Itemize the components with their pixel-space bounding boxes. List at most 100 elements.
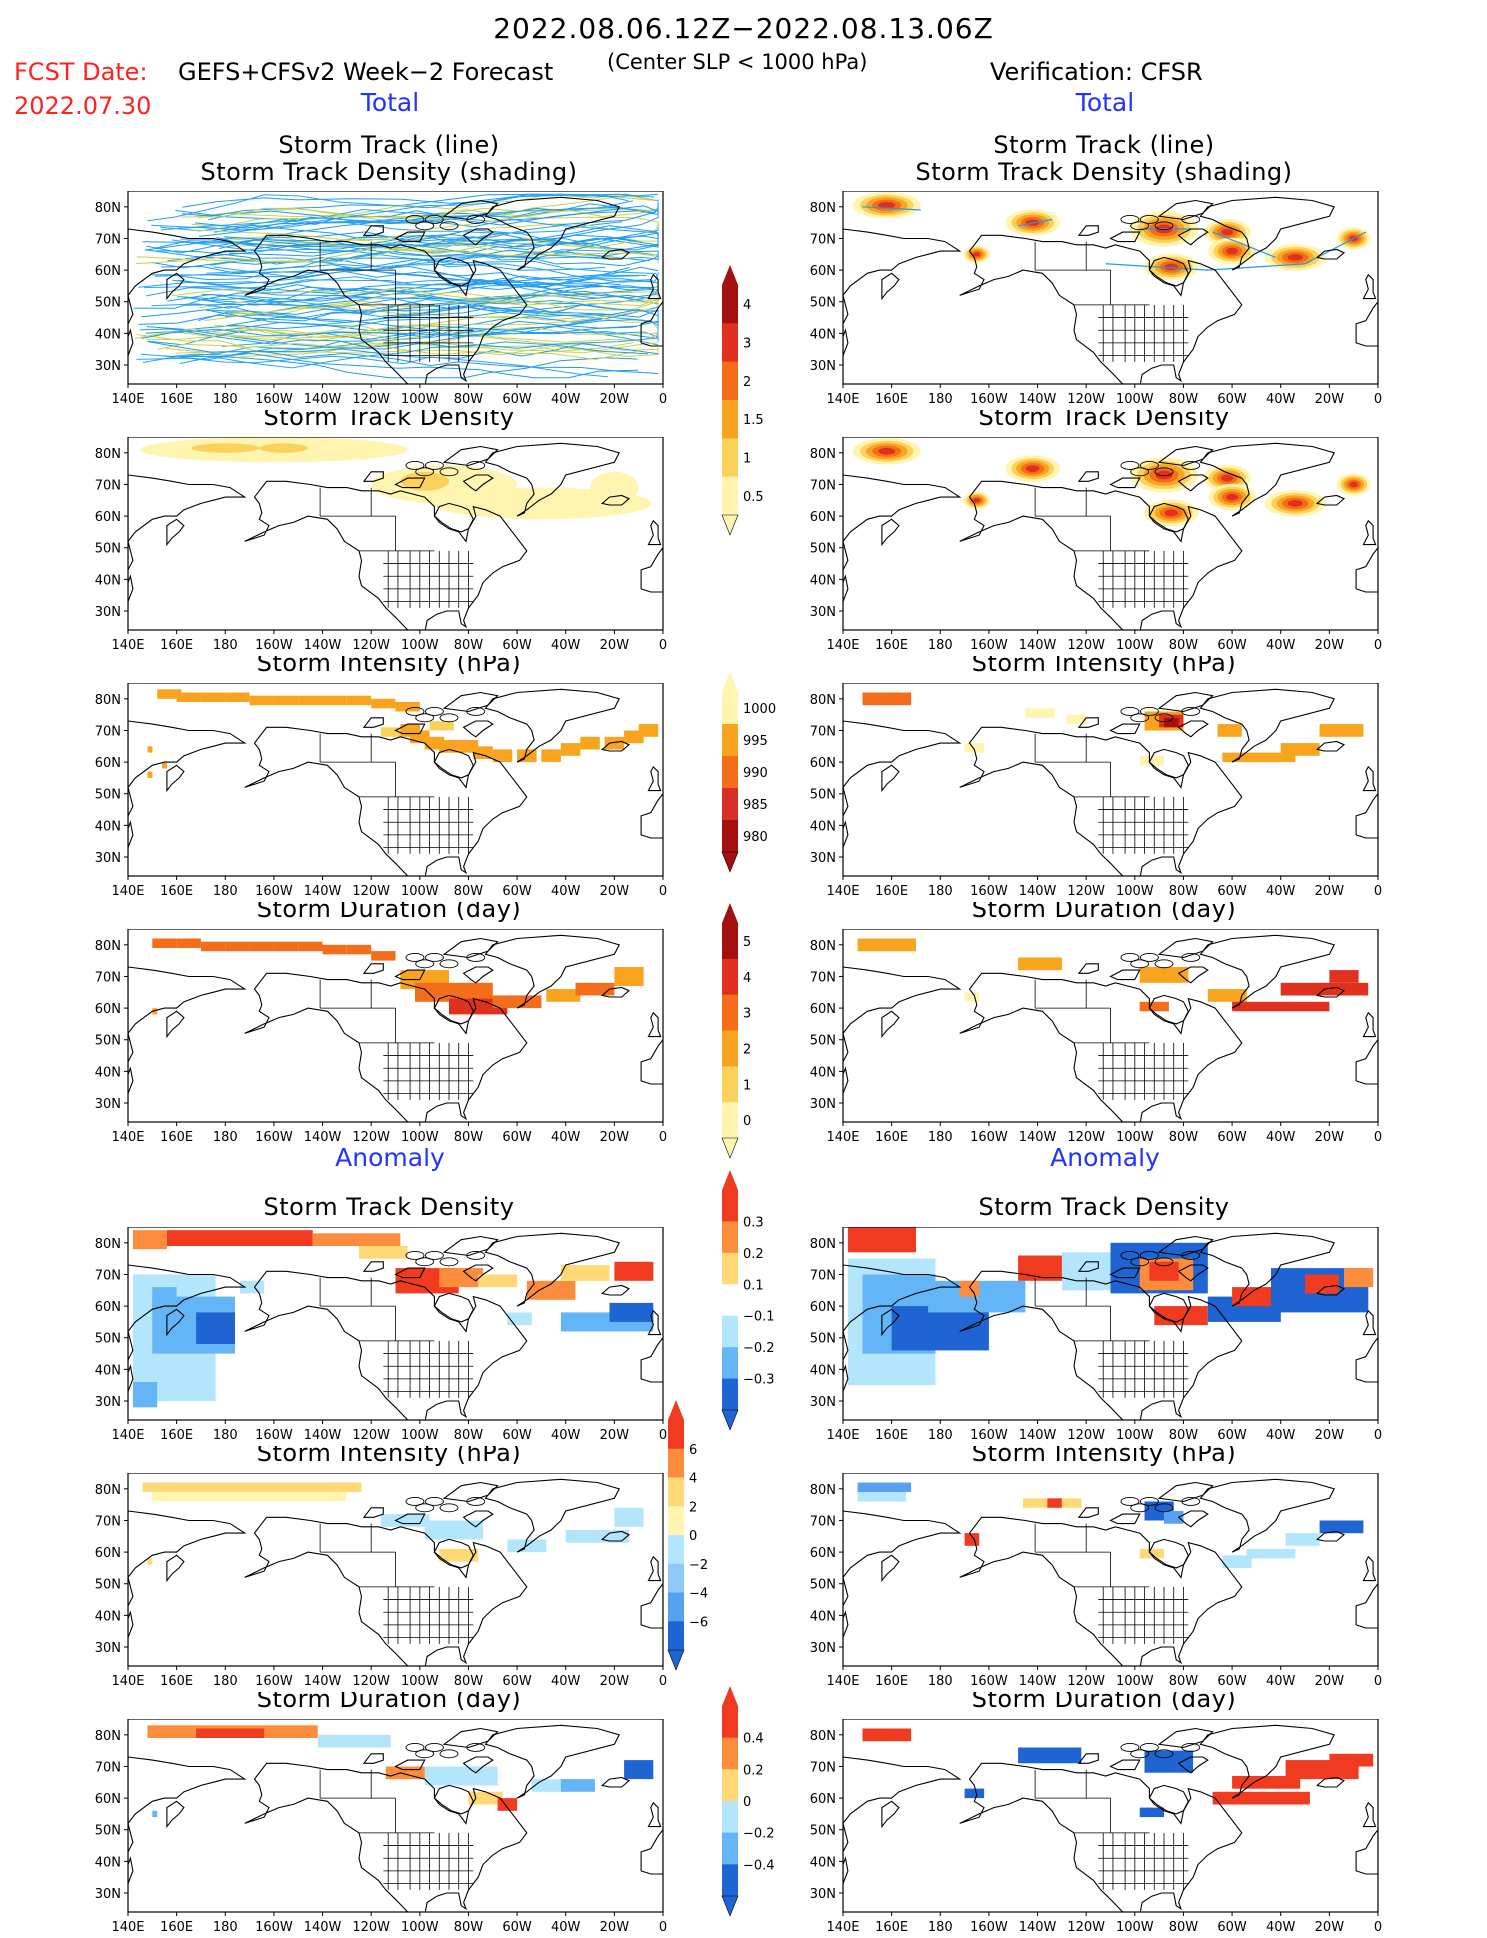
lon-tick-label: 140W [304, 392, 342, 407]
lon-tick-label: 20W [1315, 1674, 1345, 1689]
lon-tick-label: 160W [970, 1130, 1008, 1145]
colorbar-label: −0.2 [743, 1827, 775, 1842]
lon-tick-label: 60W [502, 638, 532, 653]
lat-tick-label: 40N [95, 1609, 121, 1624]
colorbar-label: 0.2 [743, 1763, 764, 1778]
lon-tick-label: 160W [255, 1674, 293, 1689]
colorbar-duration-anom: 0.4 0.2 0 −0.2 −0.4 [721, 1686, 792, 1917]
colorbar-label: 4 [689, 1472, 697, 1487]
colorbar-label: −6 [689, 1615, 708, 1630]
colorbar-density-total: 4 3 2 1.5 1 0.5 [721, 265, 792, 536]
lon-tick-label: 100W [1116, 1920, 1154, 1935]
colorbar-segment [668, 1621, 684, 1651]
lon-tick-label: 0 [659, 392, 667, 407]
lon-tick-label: 100W [401, 1920, 439, 1935]
map-fcst-intensity-anom: 140E 160E 180 160W 140W 120W 100W 80W 60W 40W 20W 0… [78, 1473, 683, 1692]
field-shading [147, 689, 659, 778]
lon-tick-label: 120W [1067, 1674, 1105, 1689]
lat-tick-label: 30N [810, 1887, 836, 1902]
lat-tick-label: 60N [95, 1792, 121, 1807]
lon-tick-label: 80W [1169, 1674, 1199, 1689]
colorbar-bottom-arrow [721, 1409, 739, 1431]
lon-tick-label: 160E [875, 1920, 908, 1935]
colorbar-label: 0 [743, 1114, 751, 1129]
colorbar-label: 3 [743, 1007, 751, 1022]
colorbar-segment [722, 692, 738, 725]
colorbar-top-arrow [722, 1170, 738, 1190]
colorbar-segment [722, 1315, 738, 1348]
lon-tick-label: 0 [1374, 884, 1382, 899]
colorbar-segment [668, 1535, 684, 1565]
lat-tick-label: 30N [810, 605, 836, 620]
lat-tick-label: 40N [95, 1855, 121, 1870]
lon-tick-label: 0 [659, 1920, 667, 1935]
lon-tick-label: 180 [213, 392, 238, 407]
verification-label: Verification: CFSR [990, 58, 1203, 86]
title-density-anom-left: Storm Track Density [263, 1193, 515, 1221]
lon-tick-label: 180 [213, 884, 238, 899]
title-density-anom-right: Storm Track Density [978, 1193, 1230, 1221]
colorbar-segment [722, 1832, 738, 1865]
lon-tick-label: 20W [600, 1920, 630, 1935]
lon-tick-label: 100W [1116, 1428, 1154, 1443]
colorbar-label: 0.2 [743, 1247, 764, 1262]
lat-tick-label: 30N [95, 1395, 121, 1410]
lon-tick-label: 40W [551, 884, 581, 899]
colorbar-duration-total: 5 4 3 2 1 0 [721, 903, 792, 1159]
lon-tick-label: 140W [1019, 1130, 1057, 1145]
colorbar-segment [722, 1284, 738, 1317]
colorbar-label: 2 [743, 1042, 751, 1057]
lon-tick-label: 120W [352, 1130, 390, 1145]
lon-tick-label: 0 [1374, 1428, 1382, 1443]
lat-tick-label: 60N [95, 1546, 121, 1561]
lon-tick-label: 60W [502, 392, 532, 407]
lon-tick-label: 140W [304, 1428, 342, 1443]
title-track-density-shading-right: Storm Track Density (shading) [915, 158, 1293, 186]
lon-tick-label: 160W [255, 392, 293, 407]
lon-tick-label: 100W [401, 1674, 439, 1689]
lon-tick-label: 0 [1374, 1920, 1382, 1935]
lon-tick-label: 140E [111, 1130, 144, 1145]
field-shading [147, 1725, 654, 1818]
lon-tick-label: 80W [454, 1130, 484, 1145]
lat-tick-label: 70N [810, 1760, 836, 1775]
lat-tick-label: 40N [810, 1855, 836, 1870]
lat-tick-label: 50N [810, 1034, 836, 1049]
lon-tick-label: 140E [111, 1674, 144, 1689]
criterion-label: (Center SLP < 1000 hPa) [607, 50, 868, 74]
lon-tick-label: 100W [1116, 638, 1154, 653]
lon-tick-label: 40W [1266, 884, 1296, 899]
lon-tick-label: 40W [551, 1130, 581, 1145]
lon-tick-label: 120W [1067, 1130, 1105, 1145]
lat-tick-label: 60N [95, 264, 121, 279]
lon-tick-label: 0 [659, 1674, 667, 1689]
lon-tick-label: 0 [1374, 638, 1382, 653]
lat-tick-label: 80N [95, 1729, 121, 1744]
lon-tick-label: 40W [1266, 1674, 1296, 1689]
colorbar-label: 0.4 [743, 1732, 764, 1747]
lon-tick-label: 120W [352, 392, 390, 407]
lon-tick-label: 160E [875, 1674, 908, 1689]
lon-tick-label: 20W [1315, 1130, 1345, 1145]
colorbar-top-arrow [722, 265, 738, 285]
colorbar-intensity-total: 1000 995 990 985 980 [721, 672, 792, 873]
colorbar-segment [668, 1448, 684, 1478]
lon-tick-label: 160W [970, 1428, 1008, 1443]
lat-tick-label: 80N [810, 1237, 836, 1252]
lon-tick-label: 160E [160, 1920, 193, 1935]
lat-tick-label: 70N [95, 724, 121, 739]
lat-tick-label: 60N [810, 1300, 836, 1315]
lat-tick-label: 40N [95, 1065, 121, 1080]
lon-tick-label: 140W [304, 1130, 342, 1145]
lon-tick-label: 160W [970, 1674, 1008, 1689]
map-obs-duration-anom: 140E 160E 180 160W 140W 120W 100W 80W 60W 40W 20W 0… [793, 1719, 1398, 1938]
colorbar-bottom-arrow [721, 851, 739, 873]
lat-tick-label: 80N [95, 693, 121, 708]
lon-tick-label: 160E [875, 1428, 908, 1443]
lon-tick-label: 160W [255, 1428, 293, 1443]
lon-tick-label: 60W [1217, 392, 1247, 407]
colorbar-top-arrow [668, 1400, 684, 1420]
lat-tick-label: 80N [95, 939, 121, 954]
lon-tick-label: 60W [1217, 1130, 1247, 1145]
colorbar-label: −0.4 [743, 1858, 775, 1873]
